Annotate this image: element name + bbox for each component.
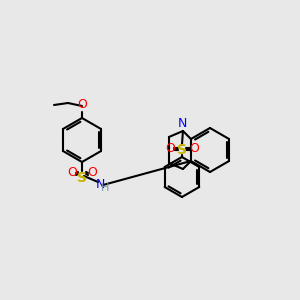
- Text: O: O: [189, 142, 199, 155]
- Text: N: N: [177, 117, 187, 130]
- Text: O: O: [165, 142, 175, 155]
- Text: N: N: [95, 178, 105, 190]
- Text: H: H: [101, 183, 109, 193]
- Text: S: S: [177, 143, 187, 157]
- Text: O: O: [87, 167, 97, 179]
- Text: O: O: [67, 167, 77, 179]
- Text: S: S: [77, 171, 87, 185]
- Text: O: O: [77, 98, 87, 111]
